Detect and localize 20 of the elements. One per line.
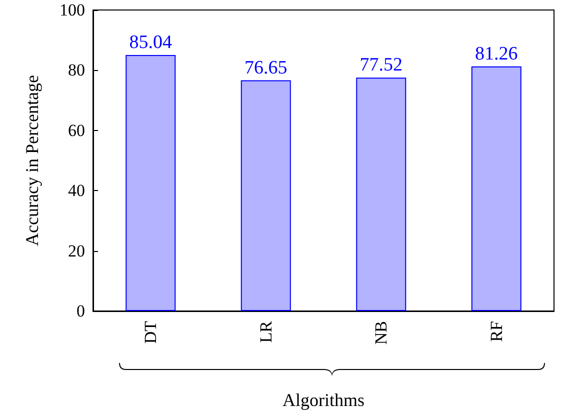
x-tick-label: LR <box>256 320 276 343</box>
x-tick-label: NB <box>372 321 391 345</box>
y-tick-label: 80 <box>68 60 85 80</box>
bar <box>471 66 522 311</box>
y-tick-label: 0 <box>76 302 85 320</box>
y-tick-label: 40 <box>68 181 85 200</box>
x-tick-label: RF <box>486 321 506 342</box>
x-tick-label: DT <box>141 320 160 344</box>
y-tick-label: 100 <box>60 0 85 20</box>
y-axis-title: Accuracy in Percentage <box>22 75 42 246</box>
bar <box>356 78 406 311</box>
data-label: 76.65 <box>244 57 288 78</box>
data-label: 81.26 <box>475 43 518 64</box>
data-label: 77.52 <box>360 54 402 76</box>
y-tick-label: 60 <box>68 120 85 140</box>
bar <box>126 55 176 311</box>
y-tick-label: 20 <box>68 241 85 260</box>
data-label: 85.04 <box>129 32 172 54</box>
bar <box>240 80 291 311</box>
x-axis-title: Algorithms <box>282 390 365 410</box>
